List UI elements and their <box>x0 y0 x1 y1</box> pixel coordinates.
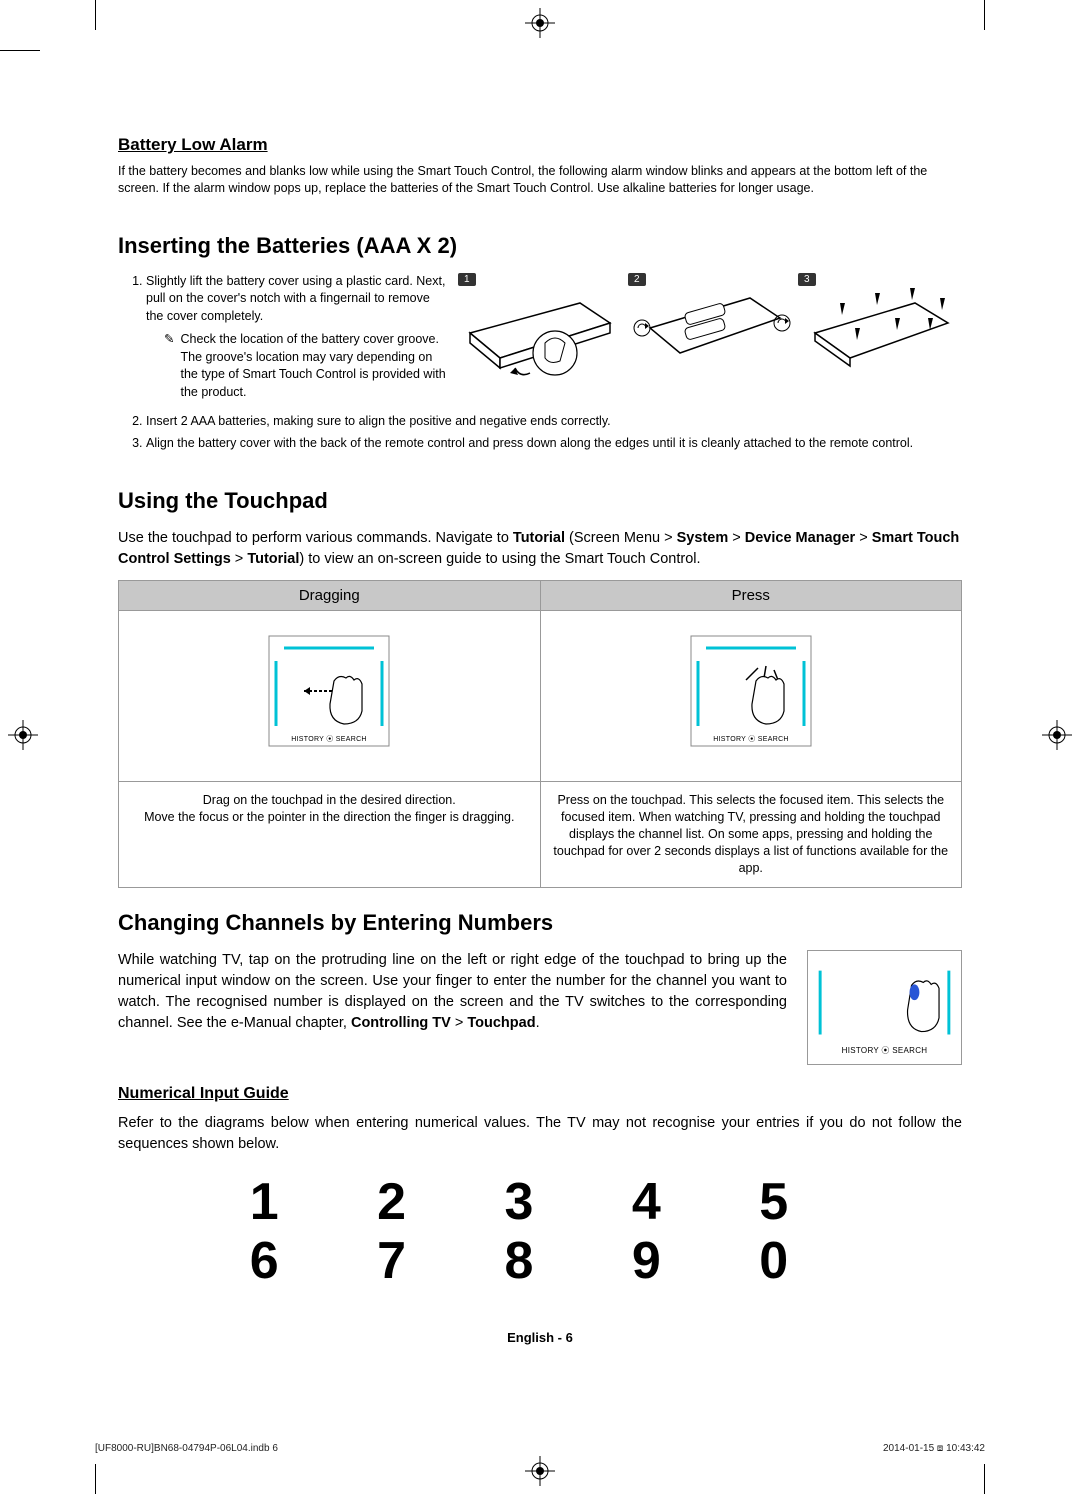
crop-mark <box>95 1464 96 1494</box>
changing-para: While watching TV, tap on the protruding… <box>118 950 787 1055</box>
digits-row-1: 1 2 3 4 5 <box>118 1173 962 1233</box>
intro-devicemgr: Device Manager <box>745 530 855 546</box>
intro-tutorial: Tutorial <box>513 530 565 546</box>
changing-post: . <box>536 1015 540 1031</box>
intro-system: System <box>677 530 729 546</box>
page-content: Battery Low Alarm If the battery becomes… <box>118 135 962 1345</box>
changing-figure: HISTORY ⦿ SEARCH <box>807 950 962 1065</box>
digits-row-2: 6 7 8 9 0 <box>118 1232 962 1292</box>
step-1-note: Check the location of the battery cover … <box>180 331 448 401</box>
intro-tutorial2: Tutorial <box>247 551 299 567</box>
figure-2: 2 <box>628 273 792 408</box>
touchpad-press-icon: HISTORY ⦿ SEARCH <box>676 626 826 766</box>
touchpad-intro: Use the touchpad to perform various comm… <box>118 528 962 570</box>
print-footer: [UF8000-RU]BN68-04794P-06L04.indb 6 2014… <box>95 1443 985 1454</box>
para-battery-alarm: If the battery becomes and blanks low wh… <box>118 163 962 197</box>
remote-batteries-icon <box>628 273 792 383</box>
hs-label: HISTORY ⦿ SEARCH <box>291 735 367 743</box>
page-number: English - 6 <box>118 1330 962 1345</box>
numguide-para: Refer to the diagrams below when enterin… <box>118 1113 962 1155</box>
col-dragging: Dragging <box>119 581 541 611</box>
changing-b2: Touchpad <box>467 1015 535 1031</box>
step-1: Slightly lift the battery cover using a … <box>146 273 448 402</box>
cell-dragging-img: HISTORY ⦿ SEARCH <box>119 611 541 782</box>
footer-left: [UF8000-RU]BN68-04794P-06L04.indb 6 <box>95 1443 278 1454</box>
hs-label: HISTORY ⦿ SEARCH <box>713 735 789 743</box>
figure-1: 1 <box>458 273 622 408</box>
heading-numerical-guide: Numerical Input Guide <box>118 1085 962 1103</box>
intro-mid3: > <box>855 530 872 546</box>
figure-3: 3 <box>798 273 962 408</box>
step-2: Insert 2 AAA batteries, making sure to a… <box>146 413 962 431</box>
footer-right: 2014-01-15 ⧈ 10:43:42 <box>883 1443 985 1454</box>
figure-2-label: 2 <box>628 273 646 286</box>
drag-desc-2: Move the focus or the pointer in the dir… <box>131 809 528 826</box>
step-3: Align the battery cover with the back of… <box>146 435 962 453</box>
heading-battery-alarm: Battery Low Alarm <box>118 135 962 155</box>
col-press: Press <box>540 581 962 611</box>
heading-inserting-batteries: Inserting the Batteries (AAA X 2) <box>118 233 962 259</box>
intro-pre: Use the touchpad to perform various comm… <box>118 530 513 546</box>
crop-mark <box>95 0 96 30</box>
note-icon: ✎ <box>164 331 174 401</box>
figure-3-label: 3 <box>798 273 816 286</box>
remote-cover-press-icon <box>798 273 962 383</box>
intro-mid4: > <box>231 551 248 567</box>
changing-b1: Controlling TV <box>351 1015 451 1031</box>
cell-dragging-desc: Drag on the touchpad in the desired dire… <box>119 782 541 887</box>
drag-desc-1: Drag on the touchpad in the desired dire… <box>131 792 528 809</box>
digit-diagrams: 1 2 3 4 5 6 7 8 9 0 <box>118 1173 962 1293</box>
intro-mid2: > <box>728 530 745 546</box>
cell-press-img: HISTORY ⦿ SEARCH <box>540 611 962 782</box>
crop-mark <box>984 0 985 30</box>
insert-steps-col: Slightly lift the battery cover using a … <box>118 273 448 408</box>
crop-mark <box>0 50 40 51</box>
registration-mark-icon <box>1042 720 1072 750</box>
remote-cover-lift-icon <box>458 273 622 383</box>
heading-using-touchpad: Using the Touchpad <box>118 488 962 514</box>
registration-mark-icon <box>525 8 555 38</box>
registration-mark-icon <box>525 1456 555 1486</box>
touchpad-drag-icon: HISTORY ⦿ SEARCH <box>254 626 404 766</box>
insert-figures: 1 2 <box>458 273 962 408</box>
heading-changing-channels: Changing Channels by Entering Numbers <box>118 910 962 936</box>
changing-mid: > <box>451 1015 468 1031</box>
step-1-text: Slightly lift the battery cover using a … <box>146 274 445 323</box>
hs-label: HISTORY ⦿ SEARCH <box>808 1045 961 1056</box>
intro-post: ) to view an on-screen guide to using th… <box>299 551 700 567</box>
intro-mid1: (Screen Menu > <box>565 530 677 546</box>
cell-press-desc: Press on the touchpad. This selects the … <box>540 782 962 887</box>
figure-1-label: 1 <box>458 273 476 286</box>
registration-mark-icon <box>8 720 38 750</box>
crop-mark <box>984 1464 985 1494</box>
touchpad-table: Dragging Press HISTORY ⦿ SEARCH <box>118 580 962 887</box>
